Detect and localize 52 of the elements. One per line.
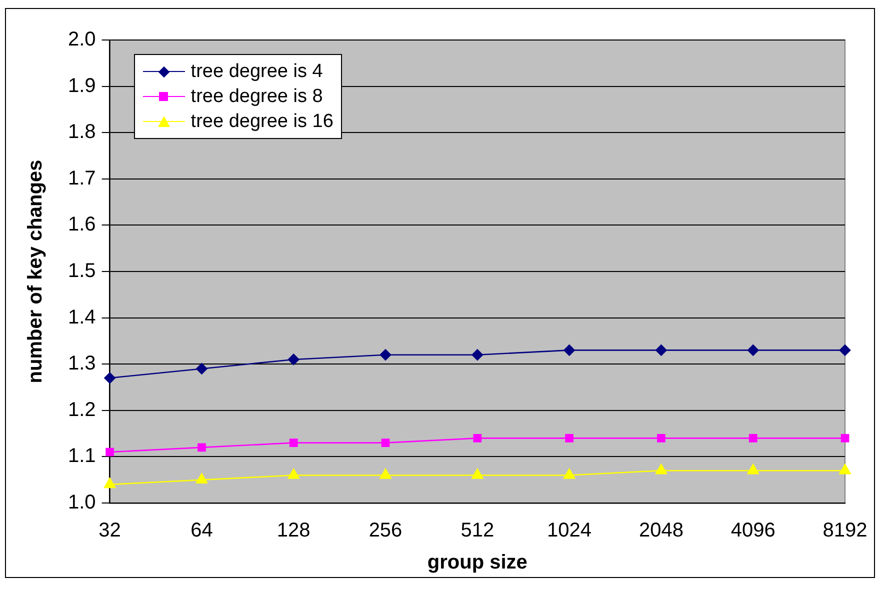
point — [104, 478, 116, 488]
point — [198, 443, 206, 452]
point — [657, 434, 666, 442]
legend-label: tree degree is 16 — [190, 110, 334, 134]
y-tick-label: 1.6 — [68, 214, 96, 236]
x-tick-label: 512 — [460, 520, 494, 542]
x-tick-label: 32 — [98, 520, 121, 542]
point — [106, 448, 114, 456]
point — [748, 434, 758, 442]
x-tick-label: 256 — [368, 520, 402, 542]
y-axis-title: number of key changes — [24, 160, 47, 384]
point — [196, 363, 208, 374]
point — [473, 434, 482, 442]
y-tick-label: 1.9 — [68, 74, 96, 97]
point — [563, 468, 576, 479]
point — [656, 344, 667, 356]
point — [840, 434, 850, 442]
y-tick-label: 1.7 — [68, 167, 96, 190]
point — [565, 434, 574, 442]
y-tick-label: 1.0 — [68, 492, 96, 514]
point — [380, 349, 392, 360]
point — [747, 344, 759, 356]
x-tick-label: 1024 — [547, 520, 592, 542]
y-tick-label: 1.8 — [68, 121, 96, 144]
point — [655, 464, 668, 474]
y-tick-label: 1.2 — [68, 398, 96, 421]
point — [839, 344, 851, 356]
point — [196, 473, 208, 484]
point — [380, 468, 392, 479]
legend-label: tree degree is 8 — [190, 85, 323, 109]
x-tick-label: 128 — [276, 520, 310, 542]
x-tick-label: 64 — [190, 520, 213, 542]
point — [289, 438, 298, 447]
point — [472, 468, 484, 479]
point — [747, 464, 759, 474]
legend-label: tree degree is 4 — [190, 60, 323, 84]
y-tick-label: 1.4 — [68, 306, 96, 328]
x-axis-title: group size — [427, 552, 528, 574]
x-tick-label: 2048 — [638, 520, 684, 542]
y-tick-label: 1.5 — [68, 260, 96, 282]
point — [104, 372, 116, 384]
point — [288, 354, 300, 366]
point — [472, 349, 484, 360]
point — [564, 344, 575, 356]
point — [839, 464, 851, 474]
point — [288, 468, 300, 479]
x-tick-label: 4096 — [730, 520, 776, 542]
point — [381, 438, 390, 447]
y-tick-label: 2.0 — [68, 28, 96, 51]
y-tick-label: 1.1 — [68, 445, 96, 468]
x-tick-label: 8192 — [822, 520, 868, 542]
y-tick-label: 1.3 — [68, 352, 96, 375]
